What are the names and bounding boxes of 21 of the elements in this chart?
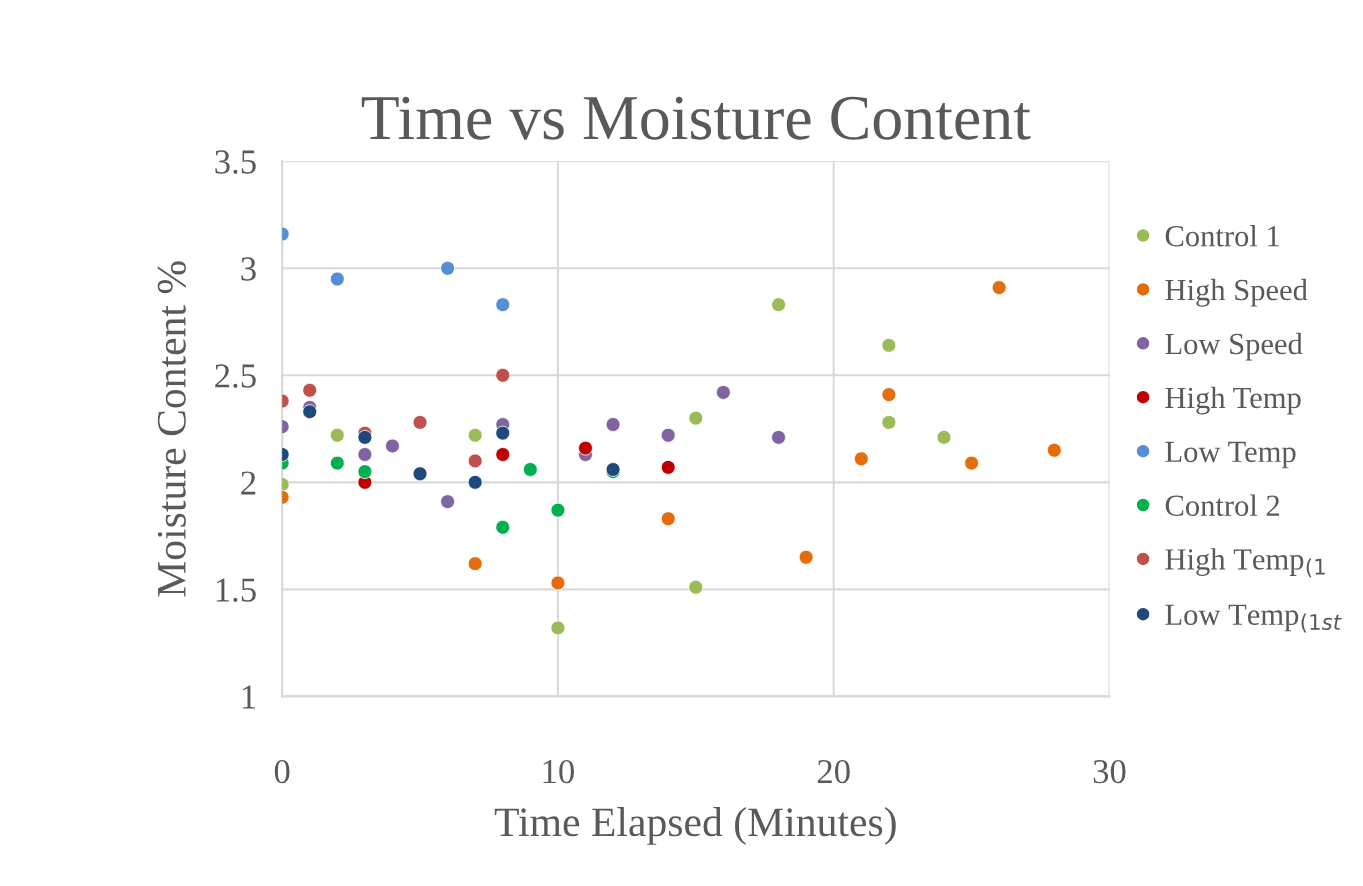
y-tick-label: 2.5 bbox=[215, 364, 256, 388]
x-tick-label: 30 bbox=[1093, 759, 1126, 784]
y-tick-label: 3.5 bbox=[215, 150, 256, 174]
legend-label: High Speed bbox=[1165, 278, 1308, 307]
x-tick-label: 20 bbox=[817, 759, 850, 784]
legend-label: Low Speed bbox=[1165, 332, 1303, 361]
chart-title: Time vs Moisture Content bbox=[361, 96, 1031, 140]
x-tick-label: 0 bbox=[274, 759, 290, 784]
legend-label: Low Temp$_{(1st}$ bbox=[1165, 604, 1342, 633]
y-axis-title: Moisture Content % bbox=[157, 261, 186, 597]
legend-label: Control 1 bbox=[1165, 225, 1279, 247]
legend-label: High Temp bbox=[1165, 386, 1301, 415]
y-tick-label: 1.5 bbox=[216, 578, 256, 602]
legend-label: Control 2 bbox=[1165, 494, 1280, 517]
legend-label: Low Temp bbox=[1165, 441, 1296, 469]
y-tick-label: 2 bbox=[241, 471, 256, 495]
y-tick-label: 1 bbox=[242, 685, 256, 709]
y-tick-label: 3 bbox=[241, 257, 256, 281]
x-tick-label: 10 bbox=[543, 759, 574, 784]
x-axis-title: Time Elapsed (Minutes) bbox=[494, 807, 896, 845]
legend-label: High Temp$_{(1}$ bbox=[1165, 548, 1325, 578]
